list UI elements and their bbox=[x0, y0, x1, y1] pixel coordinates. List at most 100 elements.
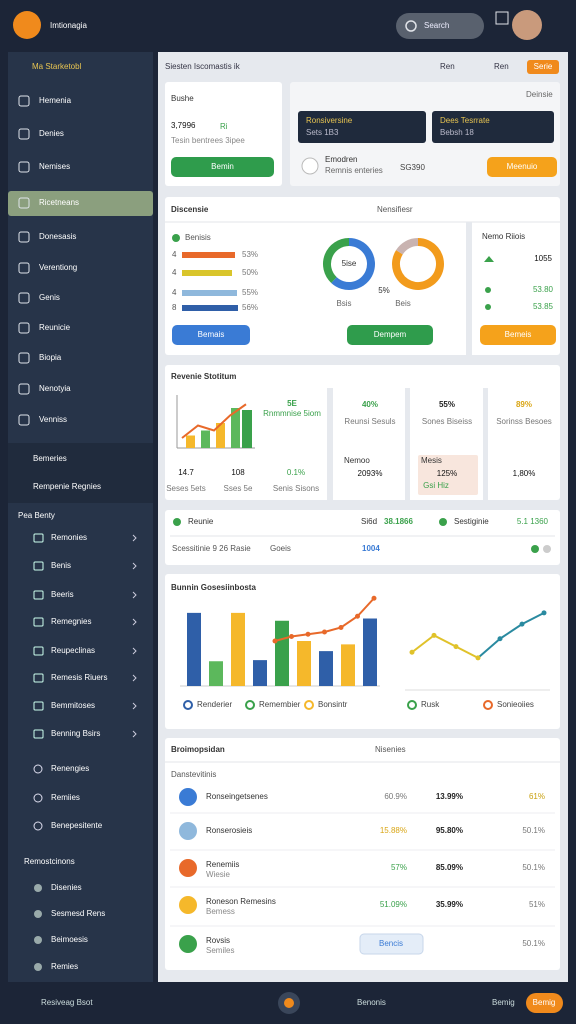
line-point bbox=[519, 621, 525, 627]
button-label[interactable]: Bemin bbox=[211, 162, 234, 171]
status-label: Deinsie bbox=[526, 90, 553, 99]
side-row: 53.80 bbox=[533, 285, 554, 294]
toolbar-link[interactable]: Ren bbox=[440, 62, 455, 71]
nav-item[interactable]: Benis bbox=[51, 561, 71, 570]
footer-user[interactable]: Bemig bbox=[492, 998, 515, 1007]
nav-item[interactable]: Genis bbox=[39, 293, 60, 302]
donut-center: 5% bbox=[378, 286, 390, 295]
footer-tab[interactable]: Benonis bbox=[357, 998, 386, 1007]
bar bbox=[341, 644, 355, 686]
nav-icon bbox=[33, 533, 44, 543]
toolbar-tag[interactable] bbox=[527, 60, 559, 74]
button-label[interactable]: Bemig bbox=[533, 998, 556, 1007]
button-label[interactable]: Bemais bbox=[198, 330, 225, 339]
footer-tab-dot bbox=[284, 998, 294, 1008]
nav-item[interactable]: Beimoesis bbox=[51, 935, 88, 944]
control[interactable]: Nensifiesr bbox=[377, 205, 413, 214]
legend-label: Benisis bbox=[185, 233, 211, 242]
nav-item[interactable]: Renengies bbox=[51, 764, 89, 773]
nav-item[interactable]: Remesis Riuers bbox=[51, 673, 107, 682]
search-box[interactable] bbox=[396, 13, 484, 39]
nav-item[interactable]: Bemeries bbox=[33, 454, 67, 463]
line-segment bbox=[433, 634, 457, 648]
button[interactable] bbox=[347, 325, 433, 345]
line-point bbox=[497, 636, 503, 642]
row-icon bbox=[179, 822, 197, 840]
nav-item[interactable]: Nenotyia bbox=[39, 384, 71, 393]
gap bbox=[483, 388, 488, 500]
stat-value: 40% bbox=[362, 400, 378, 409]
nav-item[interactable]: Reunicie bbox=[39, 323, 71, 332]
nav-item[interactable]: Remegnies bbox=[51, 617, 91, 626]
nav-item[interactable]: Venniss bbox=[39, 415, 67, 424]
nav-item[interactable]: Ricetneans bbox=[39, 198, 79, 207]
bar-label: 4 bbox=[172, 250, 177, 259]
search-placeholder[interactable]: Search bbox=[424, 21, 449, 30]
nav-item[interactable]: Benepesitente bbox=[51, 821, 103, 830]
side-dot bbox=[485, 304, 491, 310]
row-sub: Semiles bbox=[206, 946, 234, 955]
nav-item[interactable]: Benning Bsirs bbox=[51, 729, 100, 738]
button[interactable] bbox=[171, 157, 274, 177]
nav-icon bbox=[18, 161, 30, 173]
nav-item[interactable]: Beeris bbox=[51, 590, 74, 599]
button-label[interactable]: Meenuio bbox=[507, 162, 538, 171]
row-name: Roneson Remesins bbox=[206, 897, 276, 906]
button-label[interactable]: Dempem bbox=[374, 330, 407, 339]
row-cell: Goeis bbox=[270, 544, 291, 553]
control[interactable]: Nisenies bbox=[375, 745, 406, 754]
nav-item[interactable]: Denies bbox=[39, 129, 64, 138]
nav-item[interactable]: Nemises bbox=[39, 162, 70, 171]
footer-button[interactable] bbox=[526, 993, 563, 1013]
nav-item[interactable]: Sesmesd Rens bbox=[51, 909, 105, 918]
trend-point bbox=[355, 613, 360, 619]
button[interactable] bbox=[480, 325, 556, 345]
toolbar-link[interactable]: Ren bbox=[494, 62, 509, 71]
nav-item[interactable]: Disenies bbox=[51, 883, 82, 892]
status-dot bbox=[439, 518, 447, 526]
table-cell: 15.88% bbox=[380, 826, 407, 835]
bar bbox=[319, 651, 333, 686]
card-title: Bunnin Gosesiinbosta bbox=[171, 583, 256, 592]
bar bbox=[363, 618, 377, 686]
logo[interactable] bbox=[13, 11, 41, 39]
nav-item[interactable]: Remonies bbox=[51, 533, 87, 542]
nav-icon bbox=[33, 729, 44, 739]
nav-icon bbox=[33, 764, 43, 774]
nav-item[interactable]: Reupeclinas bbox=[51, 646, 95, 655]
nav-item[interactable]: Bemmitoses bbox=[51, 701, 95, 710]
badge-label[interactable]: Bencis bbox=[379, 939, 403, 948]
nav-item[interactable]: Rempenie Regnies bbox=[33, 482, 101, 491]
nav-item[interactable]: Verentiong bbox=[39, 263, 77, 272]
trend-point bbox=[289, 634, 294, 639]
stat-value: 89% bbox=[516, 400, 532, 409]
stat-sub: Sses 5e bbox=[224, 484, 253, 493]
bar bbox=[182, 305, 238, 311]
table-cell: 50.1% bbox=[522, 939, 545, 948]
badge[interactable] bbox=[359, 933, 424, 955]
status-card-sub: Sets 1B3 bbox=[306, 128, 339, 137]
badge bbox=[531, 545, 539, 553]
avatar[interactable] bbox=[512, 10, 542, 40]
nav-item[interactable]: Remiies bbox=[51, 793, 80, 802]
row-sub: Bemess bbox=[206, 907, 235, 916]
status-card-title: Dees Tesrrate bbox=[440, 116, 490, 125]
chevron bbox=[132, 647, 137, 655]
summary-value: 3,7996 bbox=[171, 121, 196, 130]
line-segment bbox=[499, 623, 523, 640]
nav-item[interactable]: Donesasis bbox=[39, 232, 76, 241]
card-title: Discensie bbox=[171, 205, 209, 214]
nav-item[interactable]: Biopia bbox=[39, 353, 62, 362]
button-label[interactable]: Bemeis bbox=[505, 330, 532, 339]
nav-item[interactable]: Remies bbox=[51, 962, 78, 971]
bar-label: 4 bbox=[172, 288, 177, 297]
stat-big: 2093% bbox=[358, 469, 383, 478]
button[interactable] bbox=[172, 325, 250, 345]
line-point bbox=[409, 649, 415, 655]
stat-value: 14.7 bbox=[178, 468, 194, 477]
notification-icon[interactable] bbox=[495, 11, 509, 25]
nav-item[interactable]: Hemenia bbox=[39, 96, 72, 105]
button[interactable] bbox=[487, 157, 557, 177]
